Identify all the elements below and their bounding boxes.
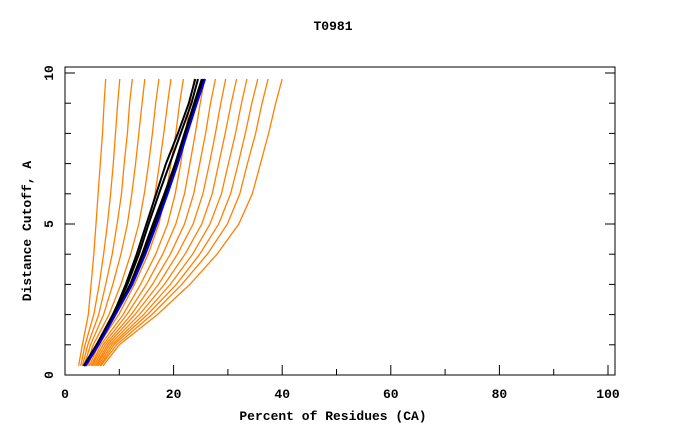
x-tick-label: 80 — [492, 387, 508, 402]
x-tick-label: 100 — [596, 387, 620, 402]
tick-layer: 0 20 40 60 80 100 0 5 10 — [42, 65, 620, 402]
plot-frame — [64, 66, 616, 376]
series-line-models-0 — [77, 78, 107, 367]
series-line-models-13 — [99, 78, 259, 367]
y-axis-label: Distance Cutoff, A — [20, 161, 35, 302]
series-layer — [77, 78, 283, 367]
series-line-models-4 — [85, 78, 160, 367]
x-axis-label: Percent of Residues (CA) — [239, 409, 426, 424]
x-tick-label: 40 — [274, 387, 290, 402]
series-line-models-9 — [93, 78, 217, 367]
y-tick-label: 10 — [42, 65, 57, 81]
series-line-models-11 — [95, 78, 238, 367]
series-line-models-6 — [88, 78, 185, 367]
y-tick-label: 5 — [42, 220, 57, 228]
y-tick-label: 0 — [42, 371, 57, 379]
series-line-models-8 — [91, 78, 206, 367]
series-line-models-3 — [83, 78, 146, 367]
series-line-models-1 — [80, 78, 121, 367]
series-line-models-14 — [100, 78, 269, 367]
chart-title: T0981 — [313, 19, 352, 34]
series-line-models-12 — [97, 78, 248, 367]
x-tick-label: 60 — [383, 387, 399, 402]
series-line-models-15 — [102, 78, 283, 367]
x-tick-label: 0 — [61, 387, 69, 402]
series-line-models-10 — [94, 78, 227, 367]
series-line-reference-20 — [84, 78, 207, 367]
series-line-models-2 — [81, 78, 133, 367]
x-tick-label: 20 — [166, 387, 182, 402]
